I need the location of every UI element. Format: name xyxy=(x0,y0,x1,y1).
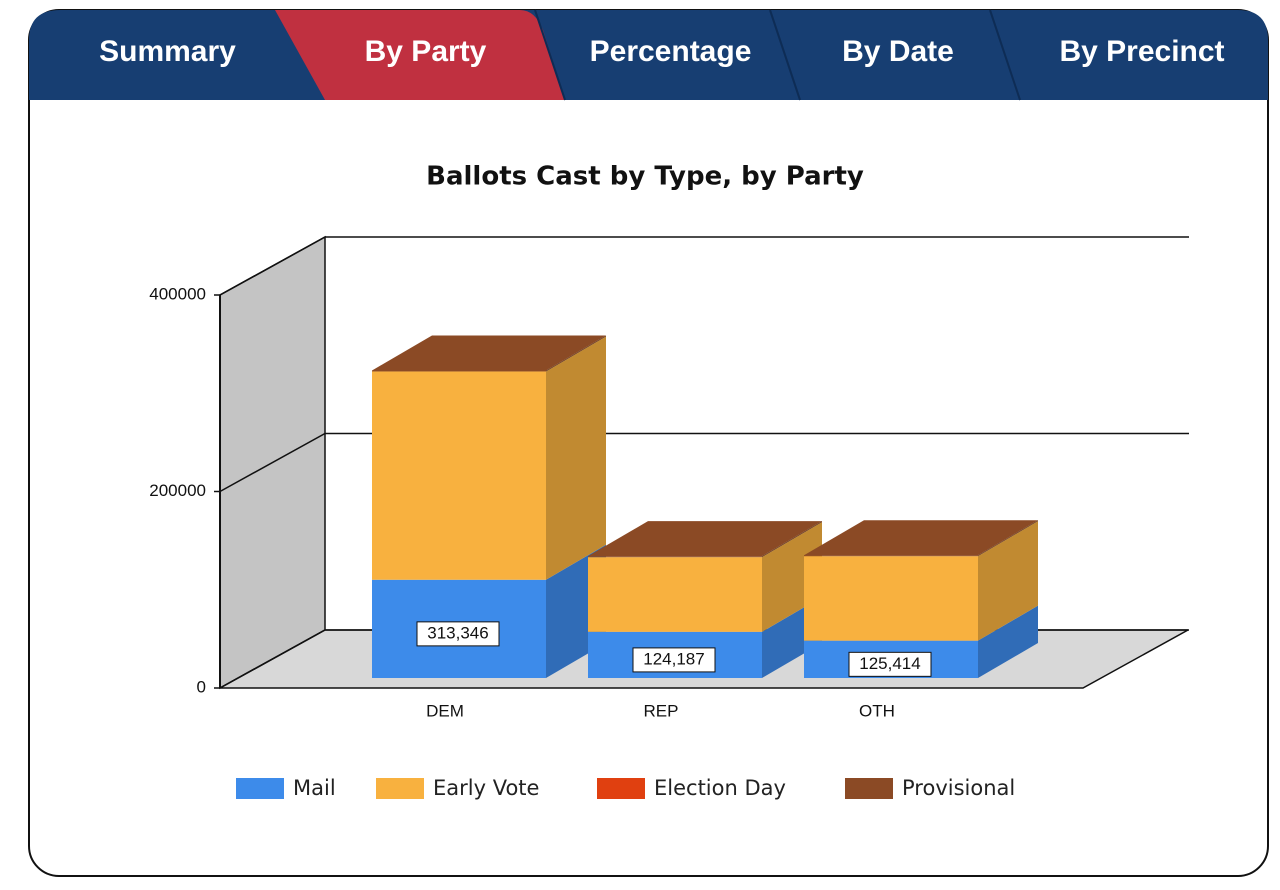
tab-label[interactable]: Percentage xyxy=(590,35,752,68)
chart-title: Ballots Cast by Type, by Party xyxy=(426,162,864,192)
y-tick-label: 0 xyxy=(197,677,206,696)
bar-front xyxy=(588,557,762,632)
bar-top xyxy=(372,335,606,371)
chart: 0 200000 400000 DEM 313,346 REP 124,187 OTH 125,… xyxy=(149,235,1189,800)
bar-segment xyxy=(372,336,606,580)
bar-segment xyxy=(372,335,606,372)
bar-segment xyxy=(588,521,822,558)
bar-side xyxy=(546,336,606,580)
legend-swatch xyxy=(845,778,893,799)
legend-label: Election Day xyxy=(654,776,786,800)
bar-segment xyxy=(804,520,1038,557)
data-label: 124,187 xyxy=(643,649,704,668)
label-box xyxy=(632,647,716,673)
active-tab xyxy=(275,10,565,100)
legend-label: Early Vote xyxy=(433,776,539,800)
data-label: 313,346 xyxy=(427,623,488,642)
legend-swatch xyxy=(597,778,645,799)
bar-top xyxy=(804,520,1038,556)
bar-front xyxy=(372,370,546,372)
bar-front xyxy=(804,555,978,557)
x-tick-label: OTH xyxy=(859,701,895,720)
bar-side xyxy=(978,520,1038,557)
label-box xyxy=(416,621,500,647)
grid-line xyxy=(219,236,1189,296)
tab-label[interactable]: By Date xyxy=(842,35,954,68)
bar-front xyxy=(588,556,762,558)
panel xyxy=(28,9,1269,877)
bar-side xyxy=(546,335,606,372)
total-label: 125,414 xyxy=(848,651,932,677)
bar-front xyxy=(372,371,546,580)
x-tick-label: DEM xyxy=(426,701,464,720)
bar-front xyxy=(804,556,978,641)
tab-label[interactable]: Summary xyxy=(99,35,236,68)
tabs: Summary By Party Percentage By Date By Preci… xyxy=(99,9,1225,101)
bar-side xyxy=(978,521,1038,641)
tab-divider xyxy=(989,9,1021,101)
grid-line xyxy=(219,432,1189,493)
tab-label[interactable]: By Precinct xyxy=(1059,35,1224,68)
bar-segment xyxy=(804,521,1038,641)
bar-side xyxy=(978,605,1038,678)
total-label: 313,346 xyxy=(416,621,500,647)
tab-divider xyxy=(769,9,801,101)
tab-label[interactable]: By Party xyxy=(365,35,487,68)
y-tick-label: 200000 xyxy=(149,481,206,500)
x-tick-label: REP xyxy=(644,701,679,720)
bar-side xyxy=(762,521,822,558)
legend-label: Mail xyxy=(293,776,336,800)
legend-swatch xyxy=(236,778,284,799)
tab-divider xyxy=(534,9,566,101)
label-box xyxy=(848,651,932,677)
y-tick-label: 400000 xyxy=(149,284,206,303)
legend-label: Provisional xyxy=(902,776,1015,800)
data-label: 125,414 xyxy=(859,654,920,673)
legend-swatch xyxy=(376,778,424,799)
total-label: 124,187 xyxy=(632,647,716,673)
bar-top xyxy=(588,521,822,557)
